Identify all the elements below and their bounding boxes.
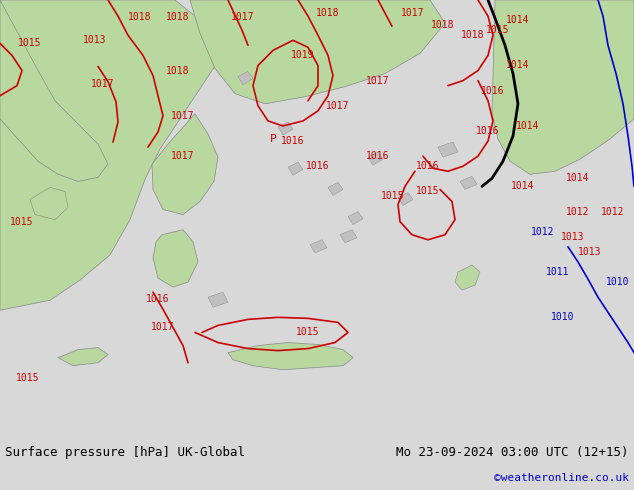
Polygon shape — [208, 292, 228, 307]
Polygon shape — [492, 0, 634, 174]
Polygon shape — [460, 176, 477, 190]
Text: Mo 23-09-2024 03:00 UTC (12+15): Mo 23-09-2024 03:00 UTC (12+15) — [396, 445, 629, 459]
Text: 1015: 1015 — [486, 25, 510, 35]
Polygon shape — [190, 0, 445, 104]
Polygon shape — [278, 122, 293, 135]
Text: 1012: 1012 — [601, 207, 624, 217]
Text: 1014: 1014 — [511, 181, 534, 192]
Text: 1016: 1016 — [306, 161, 330, 171]
Text: 1012: 1012 — [531, 227, 555, 237]
Text: 1017: 1017 — [401, 8, 425, 18]
Polygon shape — [30, 187, 68, 220]
Text: 1017: 1017 — [231, 12, 255, 22]
Text: 1017: 1017 — [327, 101, 350, 111]
Text: 1010: 1010 — [606, 277, 630, 287]
Text: 1015: 1015 — [296, 327, 320, 338]
Text: 1018: 1018 — [166, 66, 190, 75]
Text: P: P — [269, 134, 276, 144]
Polygon shape — [398, 193, 413, 205]
Polygon shape — [340, 230, 357, 243]
Text: 1015: 1015 — [18, 38, 42, 49]
Text: 1011: 1011 — [547, 267, 570, 277]
Text: 1015: 1015 — [417, 186, 440, 196]
Text: 1016: 1016 — [281, 136, 305, 146]
Text: 1010: 1010 — [551, 312, 575, 322]
Text: 1014: 1014 — [516, 121, 540, 131]
Polygon shape — [348, 212, 363, 225]
Polygon shape — [0, 0, 108, 181]
Text: 1018: 1018 — [128, 12, 152, 22]
Text: 1016: 1016 — [481, 86, 505, 96]
Text: 1013: 1013 — [561, 232, 585, 242]
Text: Surface pressure [hPa] UK-Global: Surface pressure [hPa] UK-Global — [5, 445, 245, 459]
Text: 1019: 1019 — [291, 50, 314, 60]
Text: ©weatheronline.co.uk: ©weatheronline.co.uk — [494, 473, 629, 483]
Polygon shape — [228, 343, 353, 370]
Polygon shape — [455, 265, 480, 290]
Text: 1016: 1016 — [366, 151, 390, 161]
Polygon shape — [368, 152, 383, 165]
Polygon shape — [310, 240, 327, 253]
Text: 1015: 1015 — [10, 217, 34, 227]
Text: 1016: 1016 — [476, 126, 500, 136]
Text: 1015: 1015 — [16, 373, 40, 383]
Polygon shape — [438, 142, 458, 157]
Text: 1016: 1016 — [146, 294, 170, 304]
Text: 1017: 1017 — [366, 75, 390, 86]
Text: 1018: 1018 — [462, 30, 485, 40]
Text: 1014: 1014 — [507, 60, 530, 71]
Polygon shape — [58, 347, 108, 366]
Polygon shape — [0, 0, 220, 310]
Text: 1012: 1012 — [566, 207, 590, 217]
Text: 1017: 1017 — [91, 78, 115, 89]
Text: 1016: 1016 — [417, 161, 440, 171]
Text: 1018: 1018 — [316, 8, 340, 18]
Polygon shape — [152, 114, 218, 215]
Text: 1017: 1017 — [171, 151, 195, 161]
Text: 1015: 1015 — [381, 192, 404, 201]
Text: 1013: 1013 — [578, 247, 602, 257]
Text: 1014: 1014 — [507, 15, 530, 25]
Text: 1013: 1013 — [83, 35, 107, 45]
Polygon shape — [153, 230, 198, 287]
Text: 1017: 1017 — [152, 322, 175, 332]
Text: 1017: 1017 — [171, 111, 195, 121]
Polygon shape — [288, 162, 303, 175]
Text: 1018: 1018 — [166, 12, 190, 22]
Text: 1014: 1014 — [566, 173, 590, 183]
Polygon shape — [328, 182, 343, 196]
Text: 1018: 1018 — [431, 20, 455, 30]
Polygon shape — [238, 72, 253, 85]
